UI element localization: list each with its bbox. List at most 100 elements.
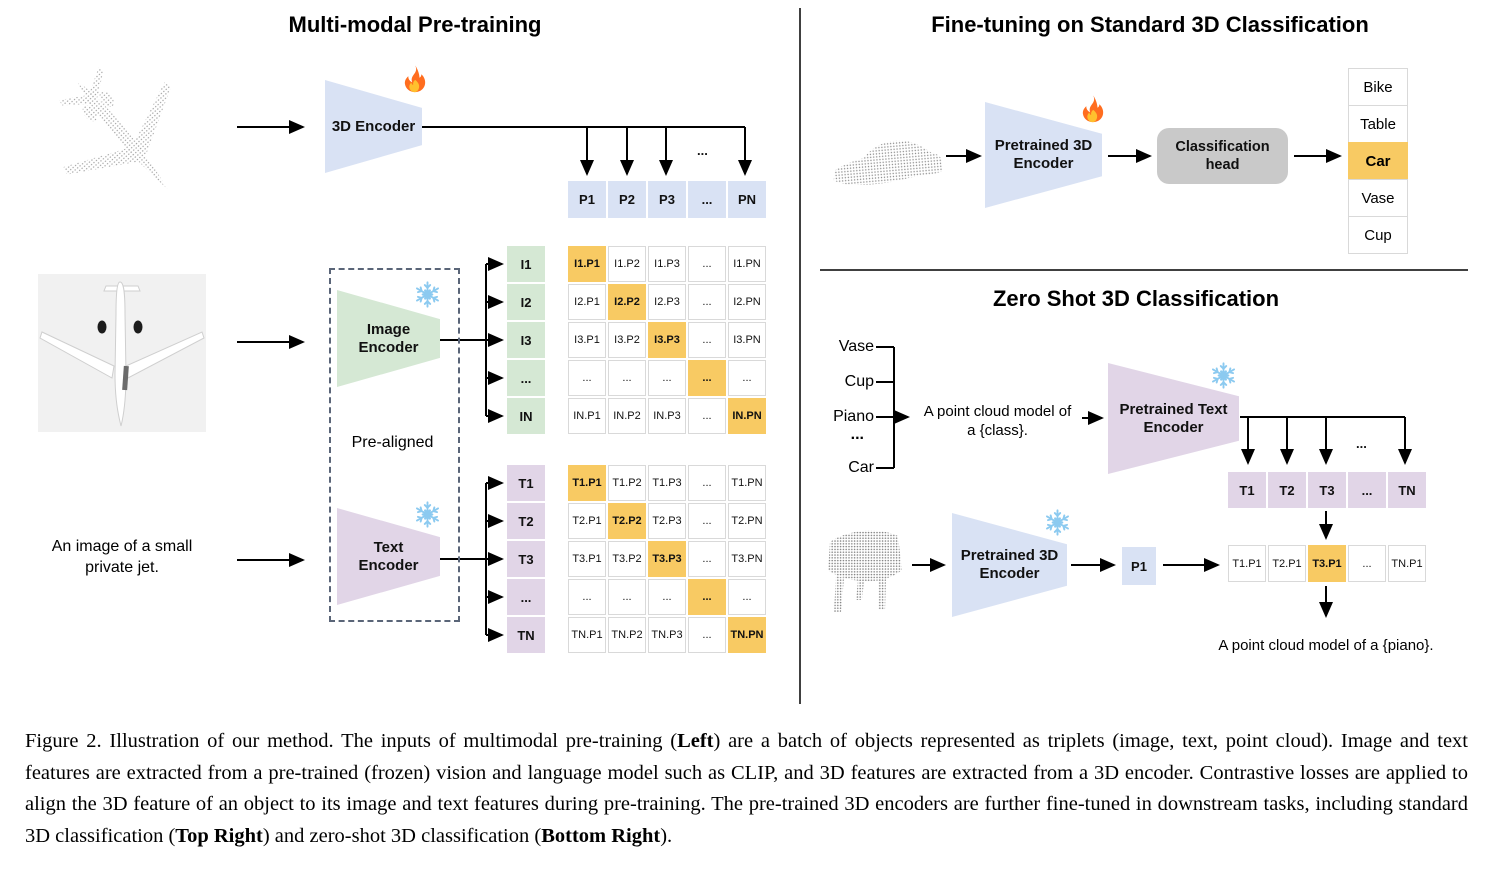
snowflake-icon bbox=[1210, 362, 1237, 389]
t-matrix-r0c3: ... bbox=[688, 465, 726, 501]
p-feature-row: P1 P2 P3... PN bbox=[568, 181, 766, 218]
zs-class-vase: Vase bbox=[838, 338, 874, 355]
tp-row-cell-2: T3.P1 bbox=[1308, 545, 1346, 582]
t-matrix-r2c4: T3.PN bbox=[728, 541, 766, 577]
t-matrix-r4c1: TN.P2 bbox=[608, 617, 646, 653]
figure-caption: Figure 2. Illustration of our method. Th… bbox=[25, 730, 1468, 847]
p-row-cell-4: PN bbox=[728, 181, 766, 218]
zs-class-piano: Piano bbox=[833, 408, 874, 425]
image-encoder-label-2: Encoder bbox=[358, 338, 419, 356]
i-matrix-r3c4: ... bbox=[728, 360, 766, 396]
i-matrix-r2c3: ... bbox=[688, 322, 726, 358]
tp-row-cell-4: TN.P1 bbox=[1388, 545, 1426, 582]
i-matrix-r2c4: I3.PN bbox=[728, 322, 766, 358]
i-matrix-r3c1: ... bbox=[608, 360, 646, 396]
t-col-cell-2: T3 bbox=[507, 541, 545, 577]
jet-image bbox=[38, 274, 206, 432]
left-section-title: Multi-modal Pre-training bbox=[288, 12, 542, 37]
i-matrix-r2c0: I3.P1 bbox=[568, 322, 606, 358]
i-matrix-r3c0: ... bbox=[568, 360, 606, 396]
zs-t-row-cell-0: T1 bbox=[1228, 472, 1266, 508]
i-matrix-r2c1: I3.P2 bbox=[608, 322, 646, 358]
image-similarity-matrix: I1.P1 I1.P2 I1.P3... I1.PN I2.P1 I2.P2 I2.P3..… bbox=[568, 246, 766, 434]
tp-row-cell-0: T1.P1 bbox=[1228, 545, 1266, 582]
i-matrix-r0c4: I1.PN bbox=[728, 246, 766, 282]
snowflake-icon bbox=[1044, 509, 1071, 536]
zs-t-row-cell-3: ... bbox=[1348, 472, 1386, 508]
i-matrix-r4c0: IN.P1 bbox=[568, 398, 606, 434]
t-matrix-r1c1: T2.P2 bbox=[608, 503, 646, 539]
t-matrix-r1c2: T2.P3 bbox=[648, 503, 686, 539]
tp-row-cell-1: T2.P1 bbox=[1268, 545, 1306, 582]
i-feature-column: I1 I2 I3... IN bbox=[507, 246, 545, 434]
i-matrix-r1c3: ... bbox=[688, 284, 726, 320]
pre-aligned-box bbox=[329, 268, 460, 622]
i-matrix-r3c3: ... bbox=[688, 360, 726, 396]
text-encoder-label-1: Text bbox=[373, 538, 404, 556]
t-matrix-r4c4: TN.PN bbox=[728, 617, 766, 653]
i-matrix-r4c3: ... bbox=[688, 398, 726, 434]
class-list-cell-2: Car bbox=[1348, 142, 1408, 180]
class-list-cell-1: Table bbox=[1348, 105, 1408, 143]
t-matrix-r2c3: ... bbox=[688, 541, 726, 577]
prompt-template: A point cloud model of a {class}. bbox=[923, 403, 1072, 439]
t-matrix-r4c2: TN.P3 bbox=[648, 617, 686, 653]
p-branch-dots: ... bbox=[697, 143, 708, 158]
zs-t-row-cell-4: TN bbox=[1388, 472, 1426, 508]
image-encoder-label-1: Image bbox=[366, 320, 411, 338]
t-matrix-r1c4: T2.PN bbox=[728, 503, 766, 539]
zs-t-row-cell-1: T2 bbox=[1268, 472, 1306, 508]
t-matrix-r2c2: T3.P3 bbox=[648, 541, 686, 577]
zs-class-cup: Cup bbox=[844, 373, 874, 390]
car-point-cloud bbox=[833, 140, 943, 185]
zs-t-row-cell-2: T3 bbox=[1308, 472, 1346, 508]
p-row-cell-2: P3 bbox=[648, 181, 686, 218]
jet-text-input: An image of a small private jet. bbox=[51, 538, 193, 576]
text-similarity-matrix: T1.P1 T1.P2 T1.P3... T1.PN T2.P1 T2.P2 T2.P3..… bbox=[568, 465, 766, 653]
text-encoder-label-2: Encoder bbox=[358, 556, 419, 574]
i-matrix-r2c2: I3.P3 bbox=[648, 322, 686, 358]
pretrained-3d-encoder-label-1: Pretrained 3D bbox=[994, 137, 1093, 154]
p1-feature-box: P1 bbox=[1122, 547, 1156, 585]
t-matrix-r1c0: T2.P1 bbox=[568, 503, 606, 539]
i-matrix-r4c4: IN.PN bbox=[728, 398, 766, 434]
t-col-cell-0: T1 bbox=[507, 465, 545, 501]
t-matrix-r1c3: ... bbox=[688, 503, 726, 539]
i-matrix-r1c2: I2.P3 bbox=[648, 284, 686, 320]
i-matrix-r0c3: ... bbox=[688, 246, 726, 282]
tp-row-cell-3: ... bbox=[1348, 545, 1386, 582]
t-col-cell-4: TN bbox=[507, 617, 545, 653]
snowflake-icon bbox=[414, 281, 441, 308]
i-matrix-r0c0: I1.P1 bbox=[568, 246, 606, 282]
t-matrix-r3c2: ... bbox=[648, 579, 686, 615]
class-prediction-list: Bike Table Car Vase Cup bbox=[1348, 68, 1408, 254]
p-row-cell-0: P1 bbox=[568, 181, 606, 218]
i-matrix-r4c2: IN.P3 bbox=[648, 398, 686, 434]
bottom-right-section-title: Zero Shot 3D Classification bbox=[992, 286, 1280, 311]
t-col-cell-1: T2 bbox=[507, 503, 545, 539]
t-matrix-r4c3: ... bbox=[688, 617, 726, 653]
classification-head-label-1: Classification bbox=[1175, 139, 1270, 155]
classification-head: Classification head bbox=[1157, 128, 1288, 184]
zs-t-feature-row: T1 T2 T3... TN bbox=[1228, 472, 1426, 508]
pretrained-text-encoder-label-2: Encoder bbox=[1143, 418, 1204, 436]
pretrained-3d-encoder-label-2: Encoder bbox=[1013, 155, 1074, 172]
i-matrix-r3c2: ... bbox=[648, 360, 686, 396]
fire-icon bbox=[1078, 94, 1108, 124]
encoder-3d-label: 3D Encoder bbox=[331, 117, 416, 135]
t-matrix-r0c1: T1.P2 bbox=[608, 465, 646, 501]
i-col-cell-4: IN bbox=[507, 398, 545, 434]
t-matrix-r0c2: T1.P3 bbox=[648, 465, 686, 501]
top-right-section-title: Fine-tuning on Standard 3D Classificatio… bbox=[931, 12, 1369, 37]
t-matrix-r3c1: ... bbox=[608, 579, 646, 615]
p-row-cell-1: P2 bbox=[608, 181, 646, 218]
class-list-cell-0: Bike bbox=[1348, 68, 1408, 106]
t-matrix-r3c4: ... bbox=[728, 579, 766, 615]
i-matrix-r1c1: I2.P2 bbox=[608, 284, 646, 320]
piano-point-cloud bbox=[828, 530, 902, 612]
t-col-cell-3: ... bbox=[507, 579, 545, 615]
t-matrix-r2c0: T3.P1 bbox=[568, 541, 606, 577]
zs-class-car: Car bbox=[848, 459, 874, 476]
pretrained-text-encoder-label-1: Pretrained Text bbox=[1119, 400, 1228, 418]
